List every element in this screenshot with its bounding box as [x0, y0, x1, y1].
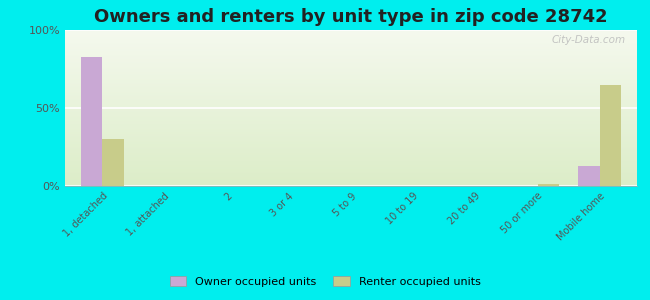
Bar	[102, 139, 124, 186]
Bar	[538, 184, 559, 186]
Bar	[600, 85, 621, 186]
Bar	[578, 166, 600, 186]
Text: City-Data.com: City-Data.com	[551, 35, 625, 45]
Bar	[81, 56, 102, 186]
Title: Owners and renters by unit type in zip code 28742: Owners and renters by unit type in zip c…	[94, 8, 608, 26]
Legend: Owner occupied units, Renter occupied units: Owner occupied units, Renter occupied un…	[165, 272, 485, 291]
